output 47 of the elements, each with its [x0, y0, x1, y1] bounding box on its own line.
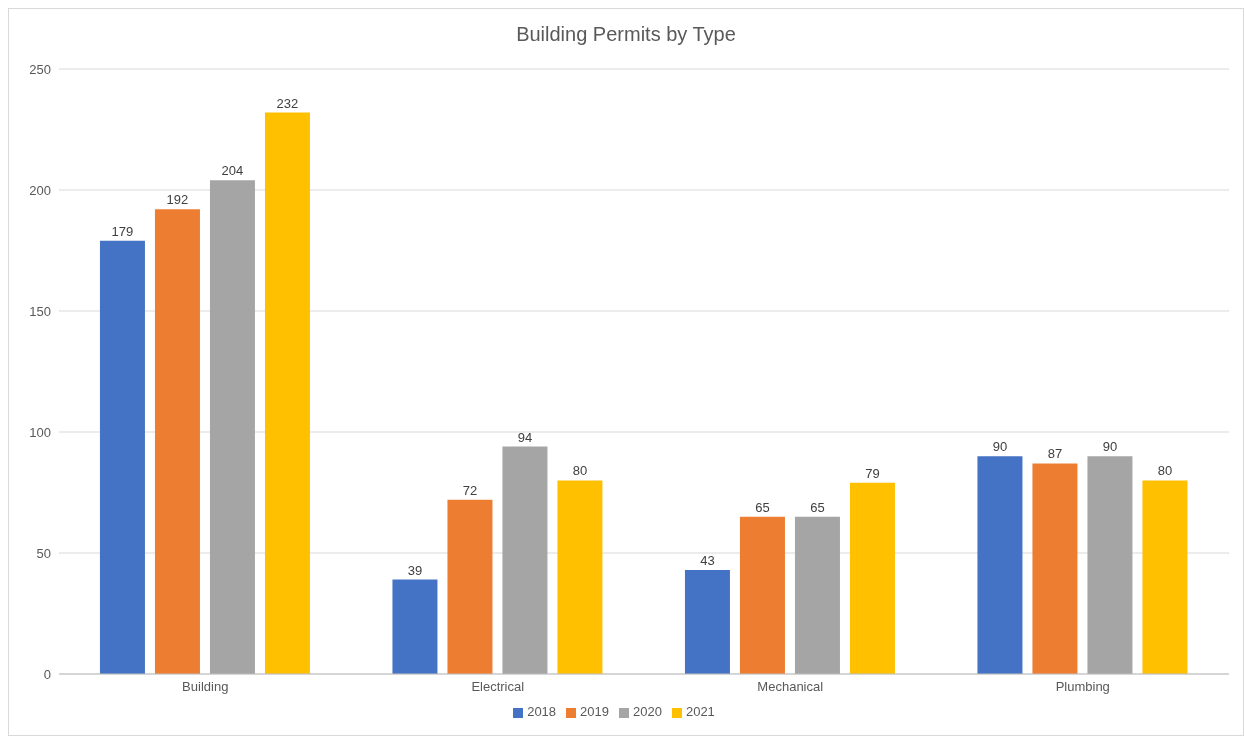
bar: [1087, 456, 1133, 674]
legend-label: 2018: [527, 704, 557, 719]
bar: [739, 516, 785, 674]
data-label: 72: [462, 482, 478, 498]
bar: [794, 516, 840, 674]
bar: [849, 482, 895, 674]
x-tick-label: Plumbing: [1055, 679, 1110, 695]
data-label: 65: [755, 499, 770, 515]
y-tick-label: 0: [43, 666, 51, 682]
data-label: 80: [1157, 463, 1173, 479]
bar: [264, 112, 310, 674]
x-tick-label: Mechanical: [757, 679, 824, 695]
bar: [684, 569, 730, 674]
legend-label: 2021: [685, 704, 715, 719]
chart-title: Building Permits by Type: [515, 22, 737, 47]
bar: [447, 499, 493, 674]
y-tick-label: 150: [29, 303, 51, 319]
data-label: 43: [700, 552, 715, 568]
data-label: 90: [992, 439, 1008, 455]
legend-label: 2020: [633, 704, 662, 719]
bar: [557, 480, 603, 674]
bar: [977, 456, 1023, 674]
x-tick-label: Electrical: [471, 679, 525, 695]
data-label: 232: [276, 95, 299, 111]
data-label: 87: [1047, 446, 1063, 462]
bar: [99, 240, 145, 674]
x-tick-label: Building: [182, 679, 229, 695]
data-label: 39: [407, 562, 423, 578]
y-tick-label: 50: [36, 545, 51, 561]
data-label: 192: [166, 192, 189, 208]
bar: [392, 579, 438, 674]
data-label: 79: [865, 465, 880, 481]
data-label: 90: [1102, 439, 1118, 455]
bar: [1032, 463, 1078, 674]
bar: [1142, 480, 1188, 674]
bar: [502, 446, 548, 674]
data-label: 204: [221, 163, 244, 179]
y-tick-label: 200: [29, 182, 51, 198]
bar: [209, 180, 255, 674]
data-label: 179: [111, 223, 134, 239]
legend-label: 2019: [580, 704, 609, 719]
data-label: 94: [517, 429, 533, 445]
data-label: 80: [572, 463, 588, 479]
bar: [154, 209, 200, 674]
y-tick-label: 250: [29, 61, 51, 77]
y-tick-label: 100: [29, 424, 51, 440]
data-label: 65: [810, 499, 825, 515]
